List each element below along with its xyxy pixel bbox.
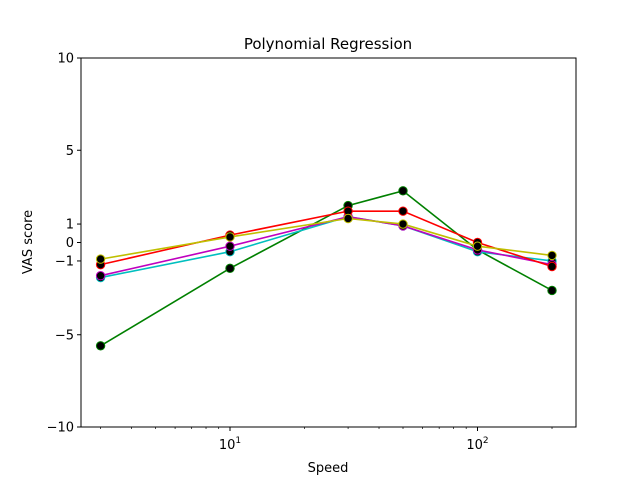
x-axis: 101 102 — [100, 427, 553, 453]
y-tick-label: 10 — [57, 52, 74, 67]
x-tick-label: 101 — [219, 436, 241, 453]
data-point-s3-2 — [225, 241, 235, 251]
data-point-s5-6 — [547, 250, 557, 261]
series-line-1 — [100, 189, 553, 347]
data-point-s5-1 — [95, 254, 106, 264]
y-tick-label: 1 — [66, 218, 74, 233]
marker-layer — [95, 186, 557, 351]
data-point-s5-5 — [472, 241, 483, 251]
data-point-s4-4 — [398, 206, 408, 216]
series-line-5 — [100, 217, 553, 260]
data-point-s5-3 — [343, 213, 353, 224]
y-axis-label: VAS score — [21, 210, 36, 274]
y-tick-label: −10 — [47, 421, 74, 436]
data-point-s4-6 — [547, 261, 557, 272]
data-point-s5-2 — [225, 232, 235, 242]
y-tick-label: −5 — [55, 328, 74, 343]
data-point-s5-4 — [398, 219, 408, 229]
data-point-s1-1 — [95, 341, 106, 351]
data-point-s1-4 — [398, 186, 408, 196]
series-layer — [100, 189, 553, 347]
y-tick-label: 0 — [66, 236, 74, 251]
chart-title: Polynomial Regression — [244, 35, 412, 53]
data-point-s3-1 — [95, 271, 106, 281]
data-point-s1-6 — [547, 285, 557, 296]
x-tick-label: 102 — [466, 436, 488, 453]
plot-area — [81, 58, 576, 427]
y-tick-label: −1 — [55, 254, 74, 269]
y-tick-label: 5 — [66, 144, 74, 159]
x-axis-label: Speed — [308, 461, 349, 476]
data-point-s1-2 — [225, 263, 235, 274]
